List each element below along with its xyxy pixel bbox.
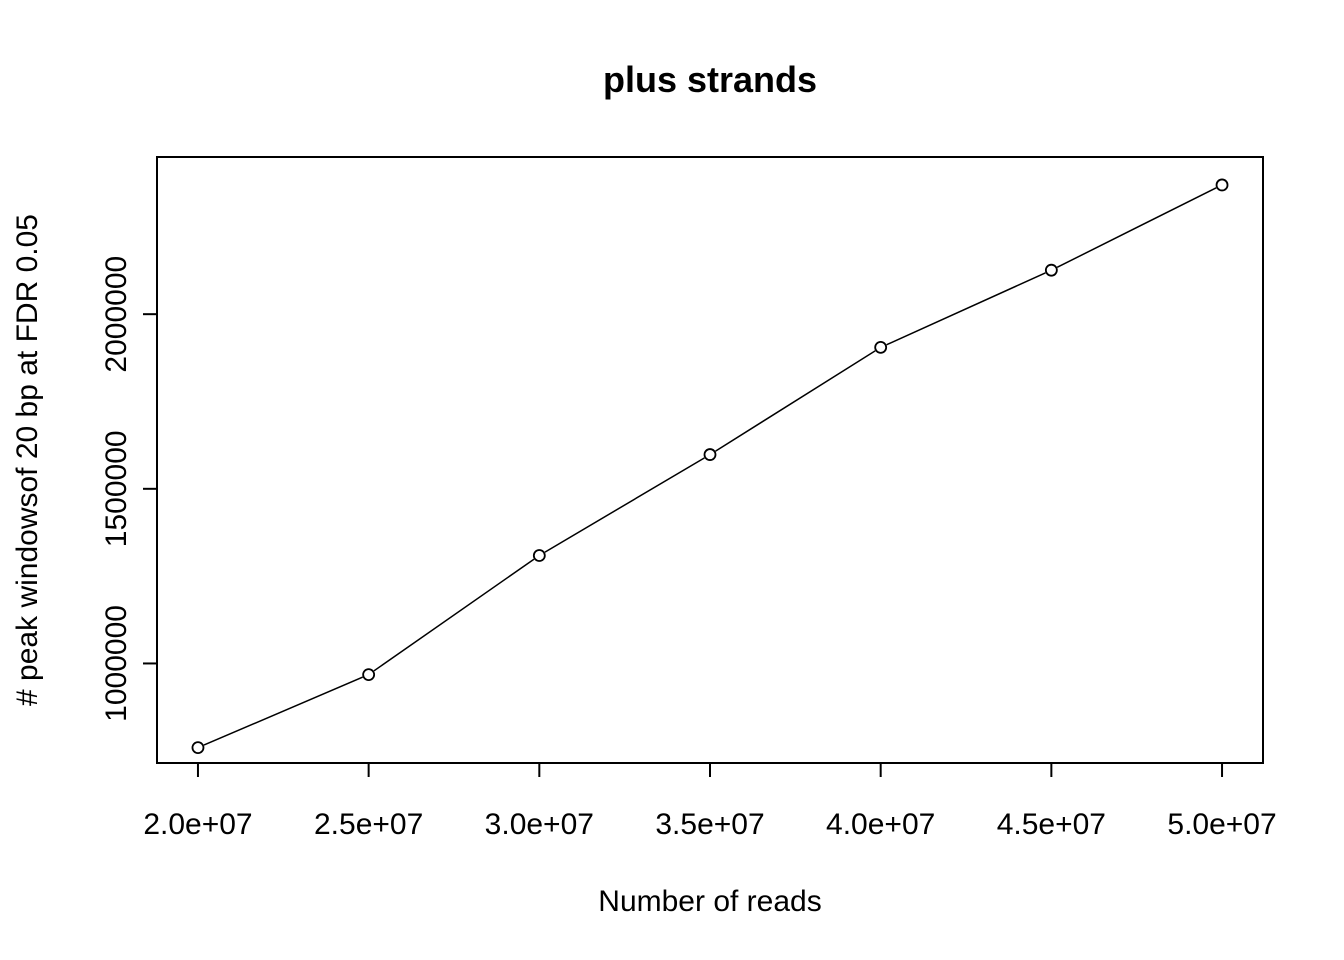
data-point-gap (362, 668, 376, 682)
y-tick-label: 2000000 (100, 256, 133, 373)
data-point (362, 668, 376, 682)
data-point-gap (1044, 263, 1058, 277)
data-point-gap (191, 741, 205, 755)
x-tick-label: 2.5e+07 (314, 808, 423, 841)
y-axis: 1000000 1500000 2000000 (100, 256, 158, 722)
data-point (1215, 178, 1229, 192)
x-tick-label: 5.0e+07 (1167, 808, 1276, 841)
data-point (1044, 263, 1058, 277)
x-axis-label: Number of reads (598, 885, 821, 918)
y-axis-label: # peak windowsof 20 bp at FDR 0.05 (11, 214, 44, 706)
y-tick-label: 1500000 (100, 430, 133, 547)
x-tick-label: 3.0e+07 (485, 808, 594, 841)
chart-title: plus strands (603, 59, 817, 100)
x-tick-label: 4.0e+07 (826, 808, 935, 841)
x-axis: 2.0e+07 2.5e+07 3.0e+07 3.5e+07 4.0e+07 4.5e+… (143, 762, 1277, 841)
data-point (191, 741, 205, 755)
series-layer (191, 178, 1229, 755)
data-point (703, 448, 717, 461)
y-tick-label: 1000000 (100, 605, 133, 722)
data-point-gap (874, 340, 888, 354)
data-point-gap (703, 448, 717, 462)
data-point-gap (532, 549, 546, 563)
x-tick-label: 4.5e+07 (997, 808, 1106, 841)
x-tick-label: 2.0e+07 (143, 808, 252, 841)
data-point (532, 549, 546, 562)
x-tick-label: 3.5e+07 (655, 808, 764, 841)
data-point (874, 340, 888, 354)
data-point-gap (1215, 178, 1229, 192)
